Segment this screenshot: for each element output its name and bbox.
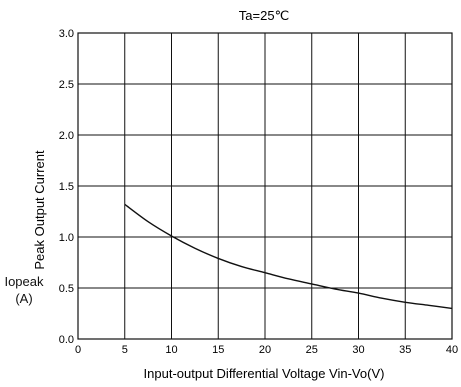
grid [77, 32, 453, 340]
y-tick-label: 2.5 [59, 79, 74, 91]
x-tick-label: 10 [165, 344, 177, 356]
x-tick-label: 5 [122, 344, 128, 356]
x-tick-label: 35 [399, 344, 411, 356]
y-axis-label: Peak Output Current [32, 150, 47, 270]
x-tick-labels: 0 5 10 15 20 25 30 35 40 [75, 344, 458, 356]
plot-area [77, 32, 453, 340]
x-tick-label: 15 [212, 344, 224, 356]
y-axis-symbol: Iopeak [4, 274, 44, 289]
y-tick-label: 2.0 [59, 130, 74, 142]
y-tick-labels: 0.0 0.5 1.0 1.5 2.0 2.5 3.0 [59, 28, 74, 346]
series-group [124, 203, 453, 310]
series-line-0 [124, 203, 453, 310]
y-tick-label: 0.5 [59, 283, 74, 295]
chart-title: Ta=25℃ [239, 8, 289, 23]
y-tick-label: 1.5 [59, 181, 74, 193]
x-tick-label: 20 [259, 344, 271, 356]
y-tick-label: 3.0 [59, 28, 74, 40]
y-tick-label: 0.0 [59, 334, 74, 346]
y-tick-label: 1.0 [59, 232, 74, 244]
y-axis-unit: (A) [15, 291, 33, 306]
x-tick-label: 30 [352, 344, 364, 356]
x-axis-label: Input-output Differential Voltage Vin-Vo… [144, 366, 385, 381]
x-tick-label: 0 [75, 344, 81, 356]
x-tick-label: 25 [306, 344, 318, 356]
x-tick-label: 40 [446, 344, 458, 356]
